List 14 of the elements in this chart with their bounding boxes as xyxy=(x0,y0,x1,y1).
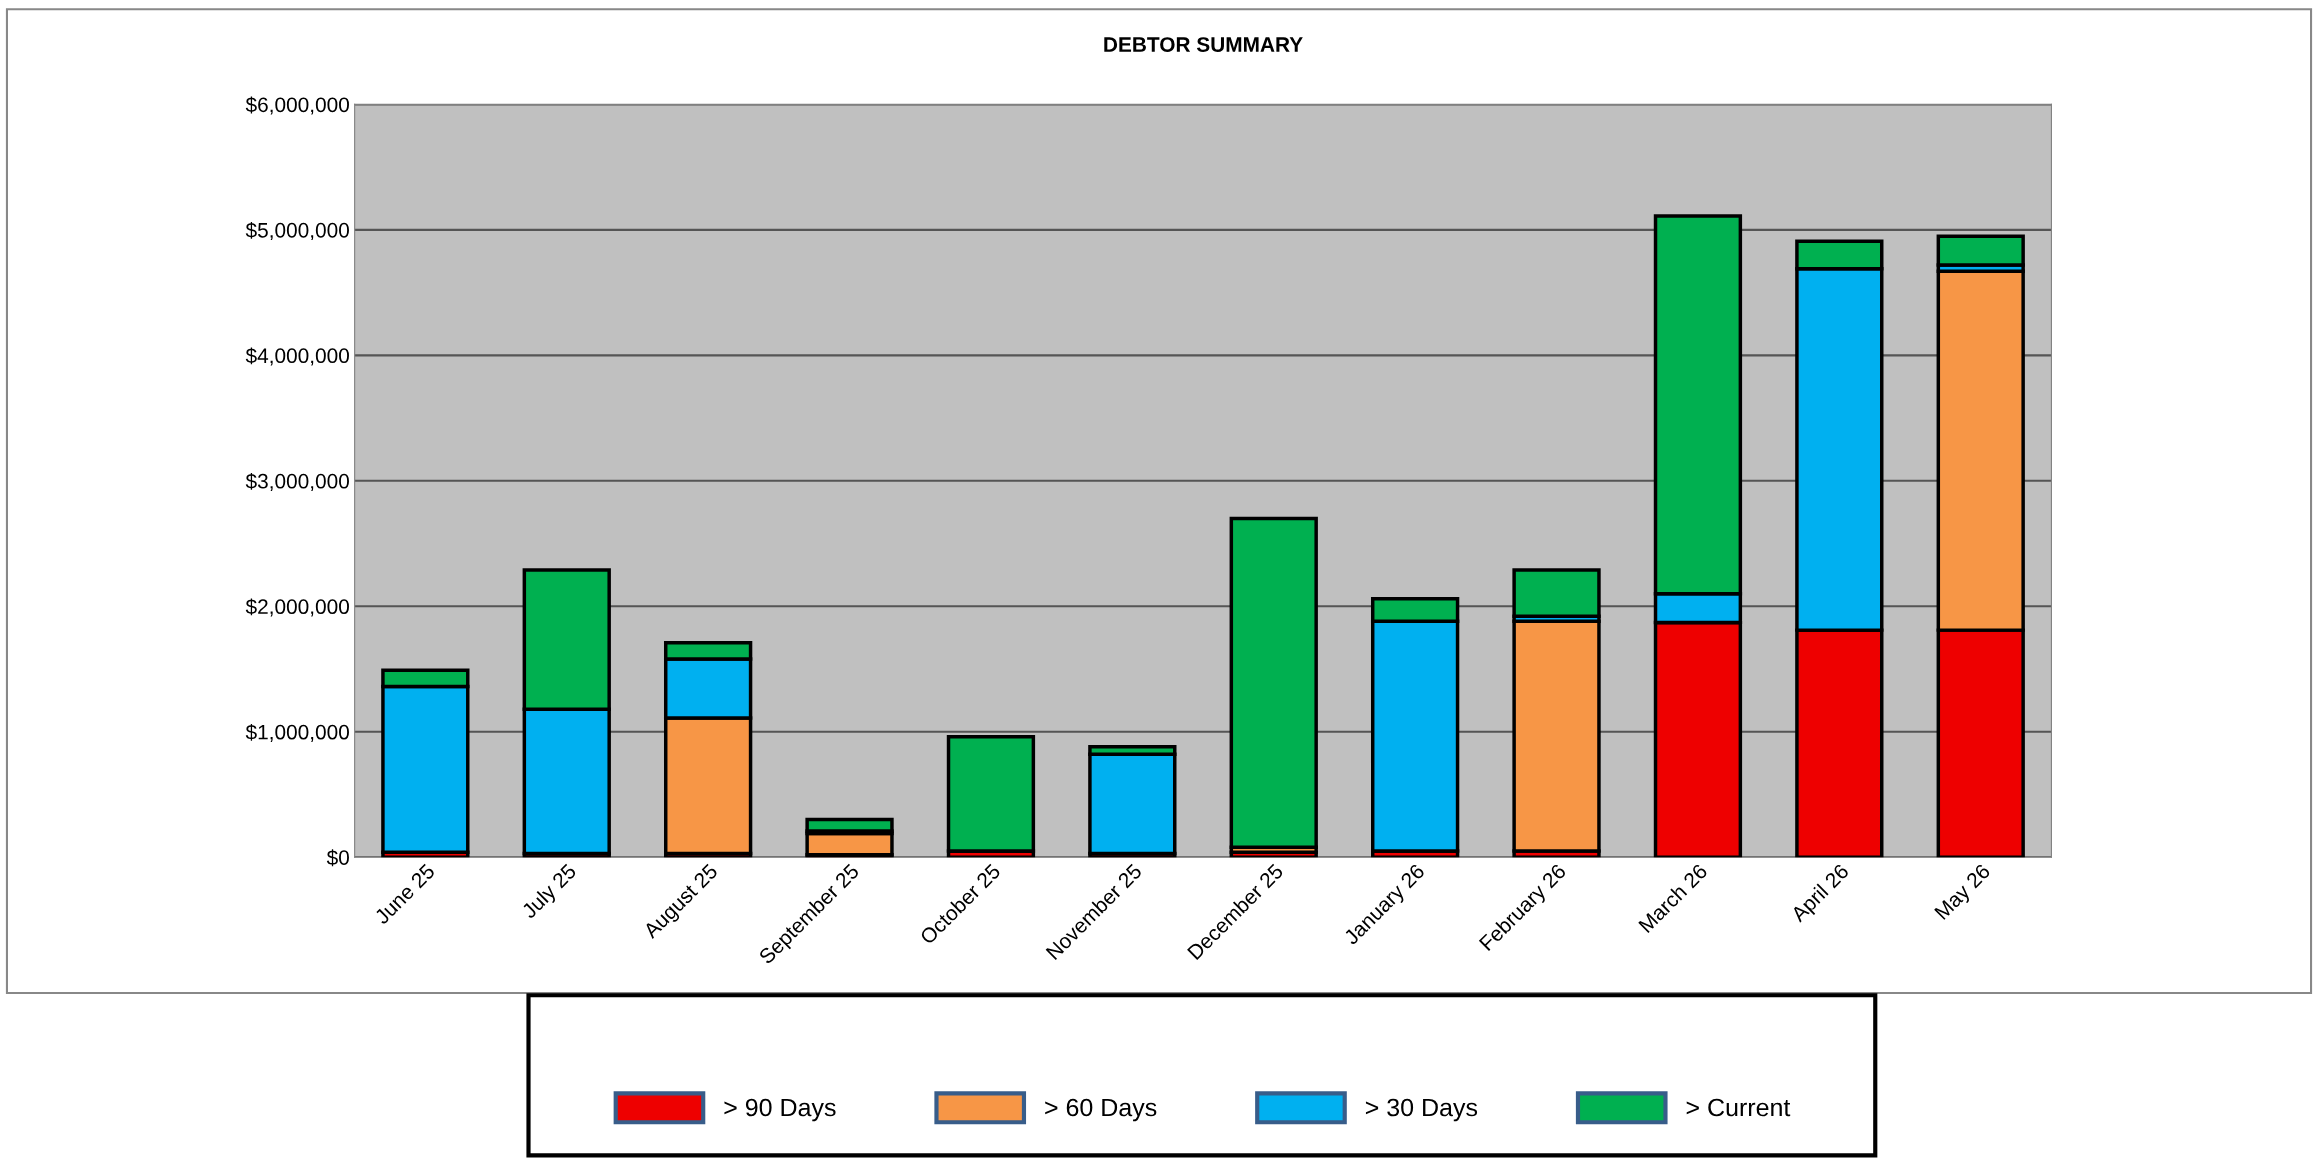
x-tick-label: July 25 xyxy=(520,862,580,923)
y-tick-label: $3,000,000 xyxy=(245,472,349,492)
y-tick-label: $1,000,000 xyxy=(245,723,349,742)
legend-label: > 60 Days xyxy=(1045,1098,1157,1122)
y-tick-label: $5,000,000 xyxy=(245,222,349,241)
chart-title: DEBTOR SUMMARY xyxy=(1104,37,1303,52)
x-tick-label: May 26 xyxy=(1934,863,1994,923)
y-tick-label: $4,000,000 xyxy=(245,347,349,366)
legend-label: > 30 Days xyxy=(1365,1098,1478,1122)
y-tick-label: $6,000,000 xyxy=(245,96,349,115)
y-tick-label: $2,000,000 xyxy=(245,598,349,617)
y-tick-label: $0 xyxy=(326,849,349,867)
legend-label: > Current xyxy=(1686,1098,1791,1117)
legend-label: > 90 Days xyxy=(724,1098,836,1122)
